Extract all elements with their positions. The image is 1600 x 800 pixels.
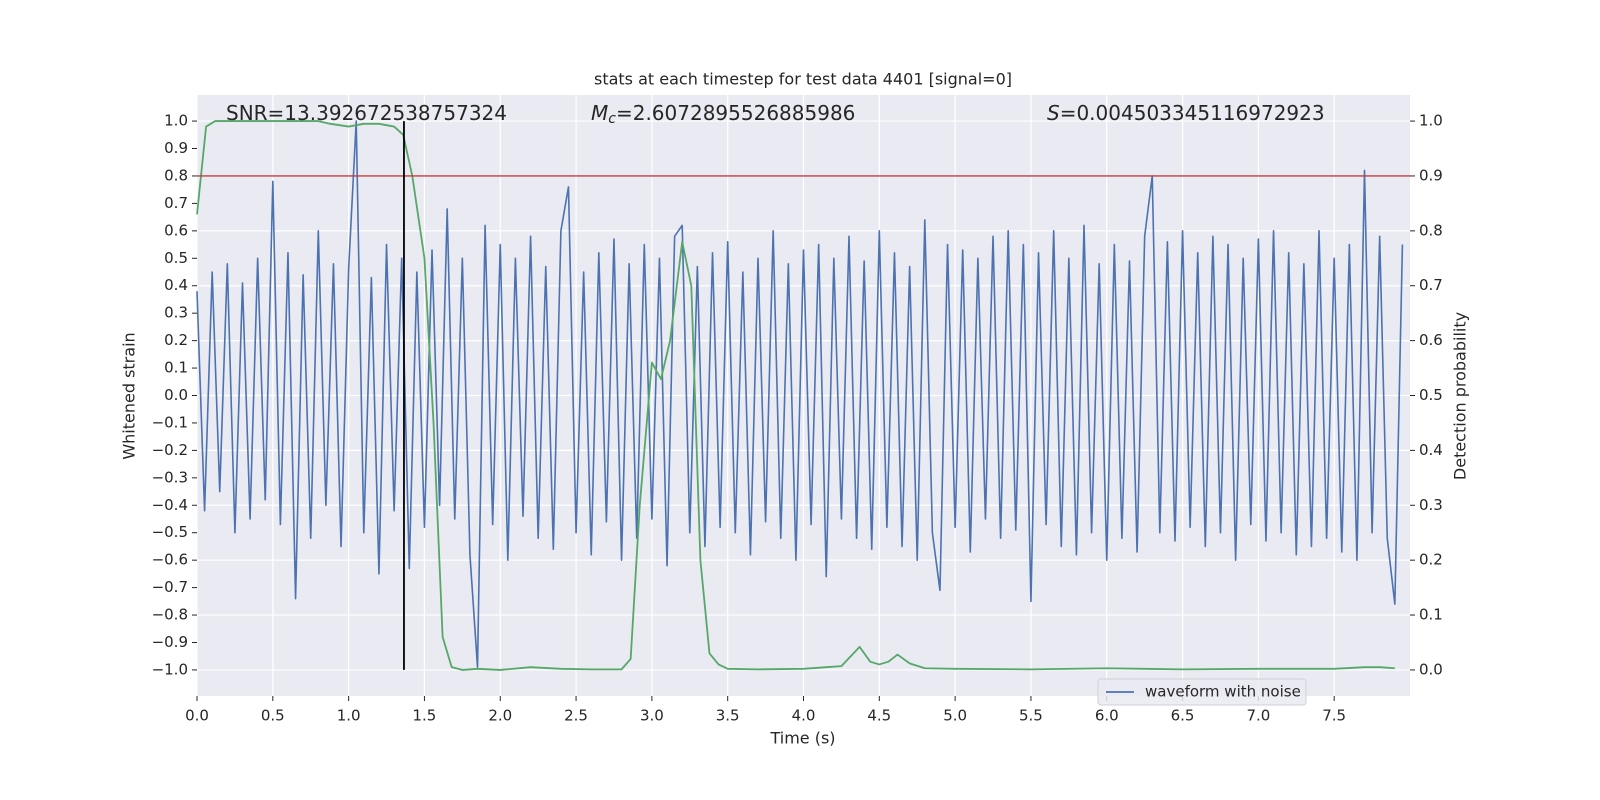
annotation-symbol: S xyxy=(1047,101,1060,125)
y-tick-label: −0.2 xyxy=(152,441,188,459)
y2-axis-label: Detection probability xyxy=(1451,312,1470,480)
annotation-text: =2.6072895526885986 xyxy=(616,101,855,125)
y-tick-label: −0.7 xyxy=(152,578,188,596)
y-tick-label: −0.9 xyxy=(152,633,188,651)
x-tick-label: 5.0 xyxy=(943,707,967,725)
x-tick-label: 7.5 xyxy=(1322,707,1346,725)
y-tick-label: 0.9 xyxy=(164,139,188,157)
y-tick-label: −0.6 xyxy=(152,551,188,569)
annotation-text: =0.004503345116972923 xyxy=(1060,101,1325,125)
y-tick-label: −0.3 xyxy=(152,468,188,486)
probability-line xyxy=(196,120,1395,671)
y2-tick-label: 0.7 xyxy=(1419,276,1443,294)
annotation-subscript: c xyxy=(608,111,616,127)
y-tick-label: 0.3 xyxy=(164,304,188,322)
y-tick-label: −0.8 xyxy=(152,606,188,624)
x-tick-label: 7.0 xyxy=(1246,707,1270,725)
y-tick-label: 0.5 xyxy=(164,249,188,267)
x-tick-label: 5.5 xyxy=(1019,707,1043,725)
y-tick-label: 0.7 xyxy=(164,194,188,212)
x-tick-label: 4.0 xyxy=(792,707,816,725)
y2-tick-label: 0.4 xyxy=(1419,441,1443,459)
x-tick-label: 1.0 xyxy=(337,707,361,725)
x-tick-label: 2.5 xyxy=(564,707,588,725)
y-tick-label: 0.2 xyxy=(164,331,188,349)
annotation-symbol: M xyxy=(591,101,608,125)
x-tick-label: 0.5 xyxy=(261,707,285,725)
annotation-text: SNR=13.392672538757324 xyxy=(226,101,507,125)
annotation: Mc=2.6072895526885986 xyxy=(591,101,855,128)
y-tick-label: 1.0 xyxy=(164,112,188,130)
y2-tick-label: 0.6 xyxy=(1419,331,1443,349)
legend: waveform with noise xyxy=(1097,678,1307,706)
x-tick-label: 2.0 xyxy=(488,707,512,725)
y2-tick-label: 0.0 xyxy=(1419,660,1443,678)
y-tick-label: 0.4 xyxy=(164,276,188,294)
y2-tick-label: 1.0 xyxy=(1419,112,1443,130)
x-tick-label: 4.5 xyxy=(867,707,891,725)
y2-tick-label: 0.9 xyxy=(1419,166,1443,184)
y2-tick-label: 0.2 xyxy=(1419,551,1443,569)
y2-tick-label: 0.8 xyxy=(1419,221,1443,239)
x-axis-label: Time (s) xyxy=(769,729,835,748)
y-tick-label: 0.8 xyxy=(164,166,188,184)
y-tick-label: −0.5 xyxy=(152,523,188,541)
chart-title: stats at each timestep for test data 440… xyxy=(594,70,1012,89)
y-tick-label: −1.0 xyxy=(152,660,188,678)
legend-label: waveform with noise xyxy=(1145,683,1301,701)
y-axis-label: Whitened strain xyxy=(120,332,139,459)
x-tick-label: 1.5 xyxy=(413,707,437,725)
x-tick-label: 0.0 xyxy=(185,707,209,725)
annotation: SNR=13.392672538757324 xyxy=(226,101,507,125)
axes: 0.0 0.5 1.0 1.5 2.0 2.5 3.0 3.5 4.0 4.5 5.0 5.5 6.0 6… xyxy=(152,112,1443,725)
x-tick-label: 6.5 xyxy=(1171,707,1195,725)
legend-box xyxy=(1097,678,1307,706)
y-tick-label: −0.4 xyxy=(152,496,188,514)
y-tick-label: 0.6 xyxy=(164,221,188,239)
y2-tick-label: 0.1 xyxy=(1419,606,1443,624)
marks xyxy=(196,120,1410,671)
y2-tick-label: 0.5 xyxy=(1419,386,1443,404)
y-tick-label: 0.1 xyxy=(164,359,188,377)
x-tick-label: 6.0 xyxy=(1095,707,1119,725)
annotation: S=0.004503345116972923 xyxy=(1047,101,1325,125)
x-tick-label: 3.0 xyxy=(640,707,664,725)
y2-tick-label: 0.3 xyxy=(1419,496,1443,514)
waveform-line xyxy=(196,120,1404,668)
y-tick-label: −0.1 xyxy=(152,413,188,431)
y-tick-label: 0.0 xyxy=(164,386,188,404)
x-tick-label: 3.5 xyxy=(716,707,740,725)
